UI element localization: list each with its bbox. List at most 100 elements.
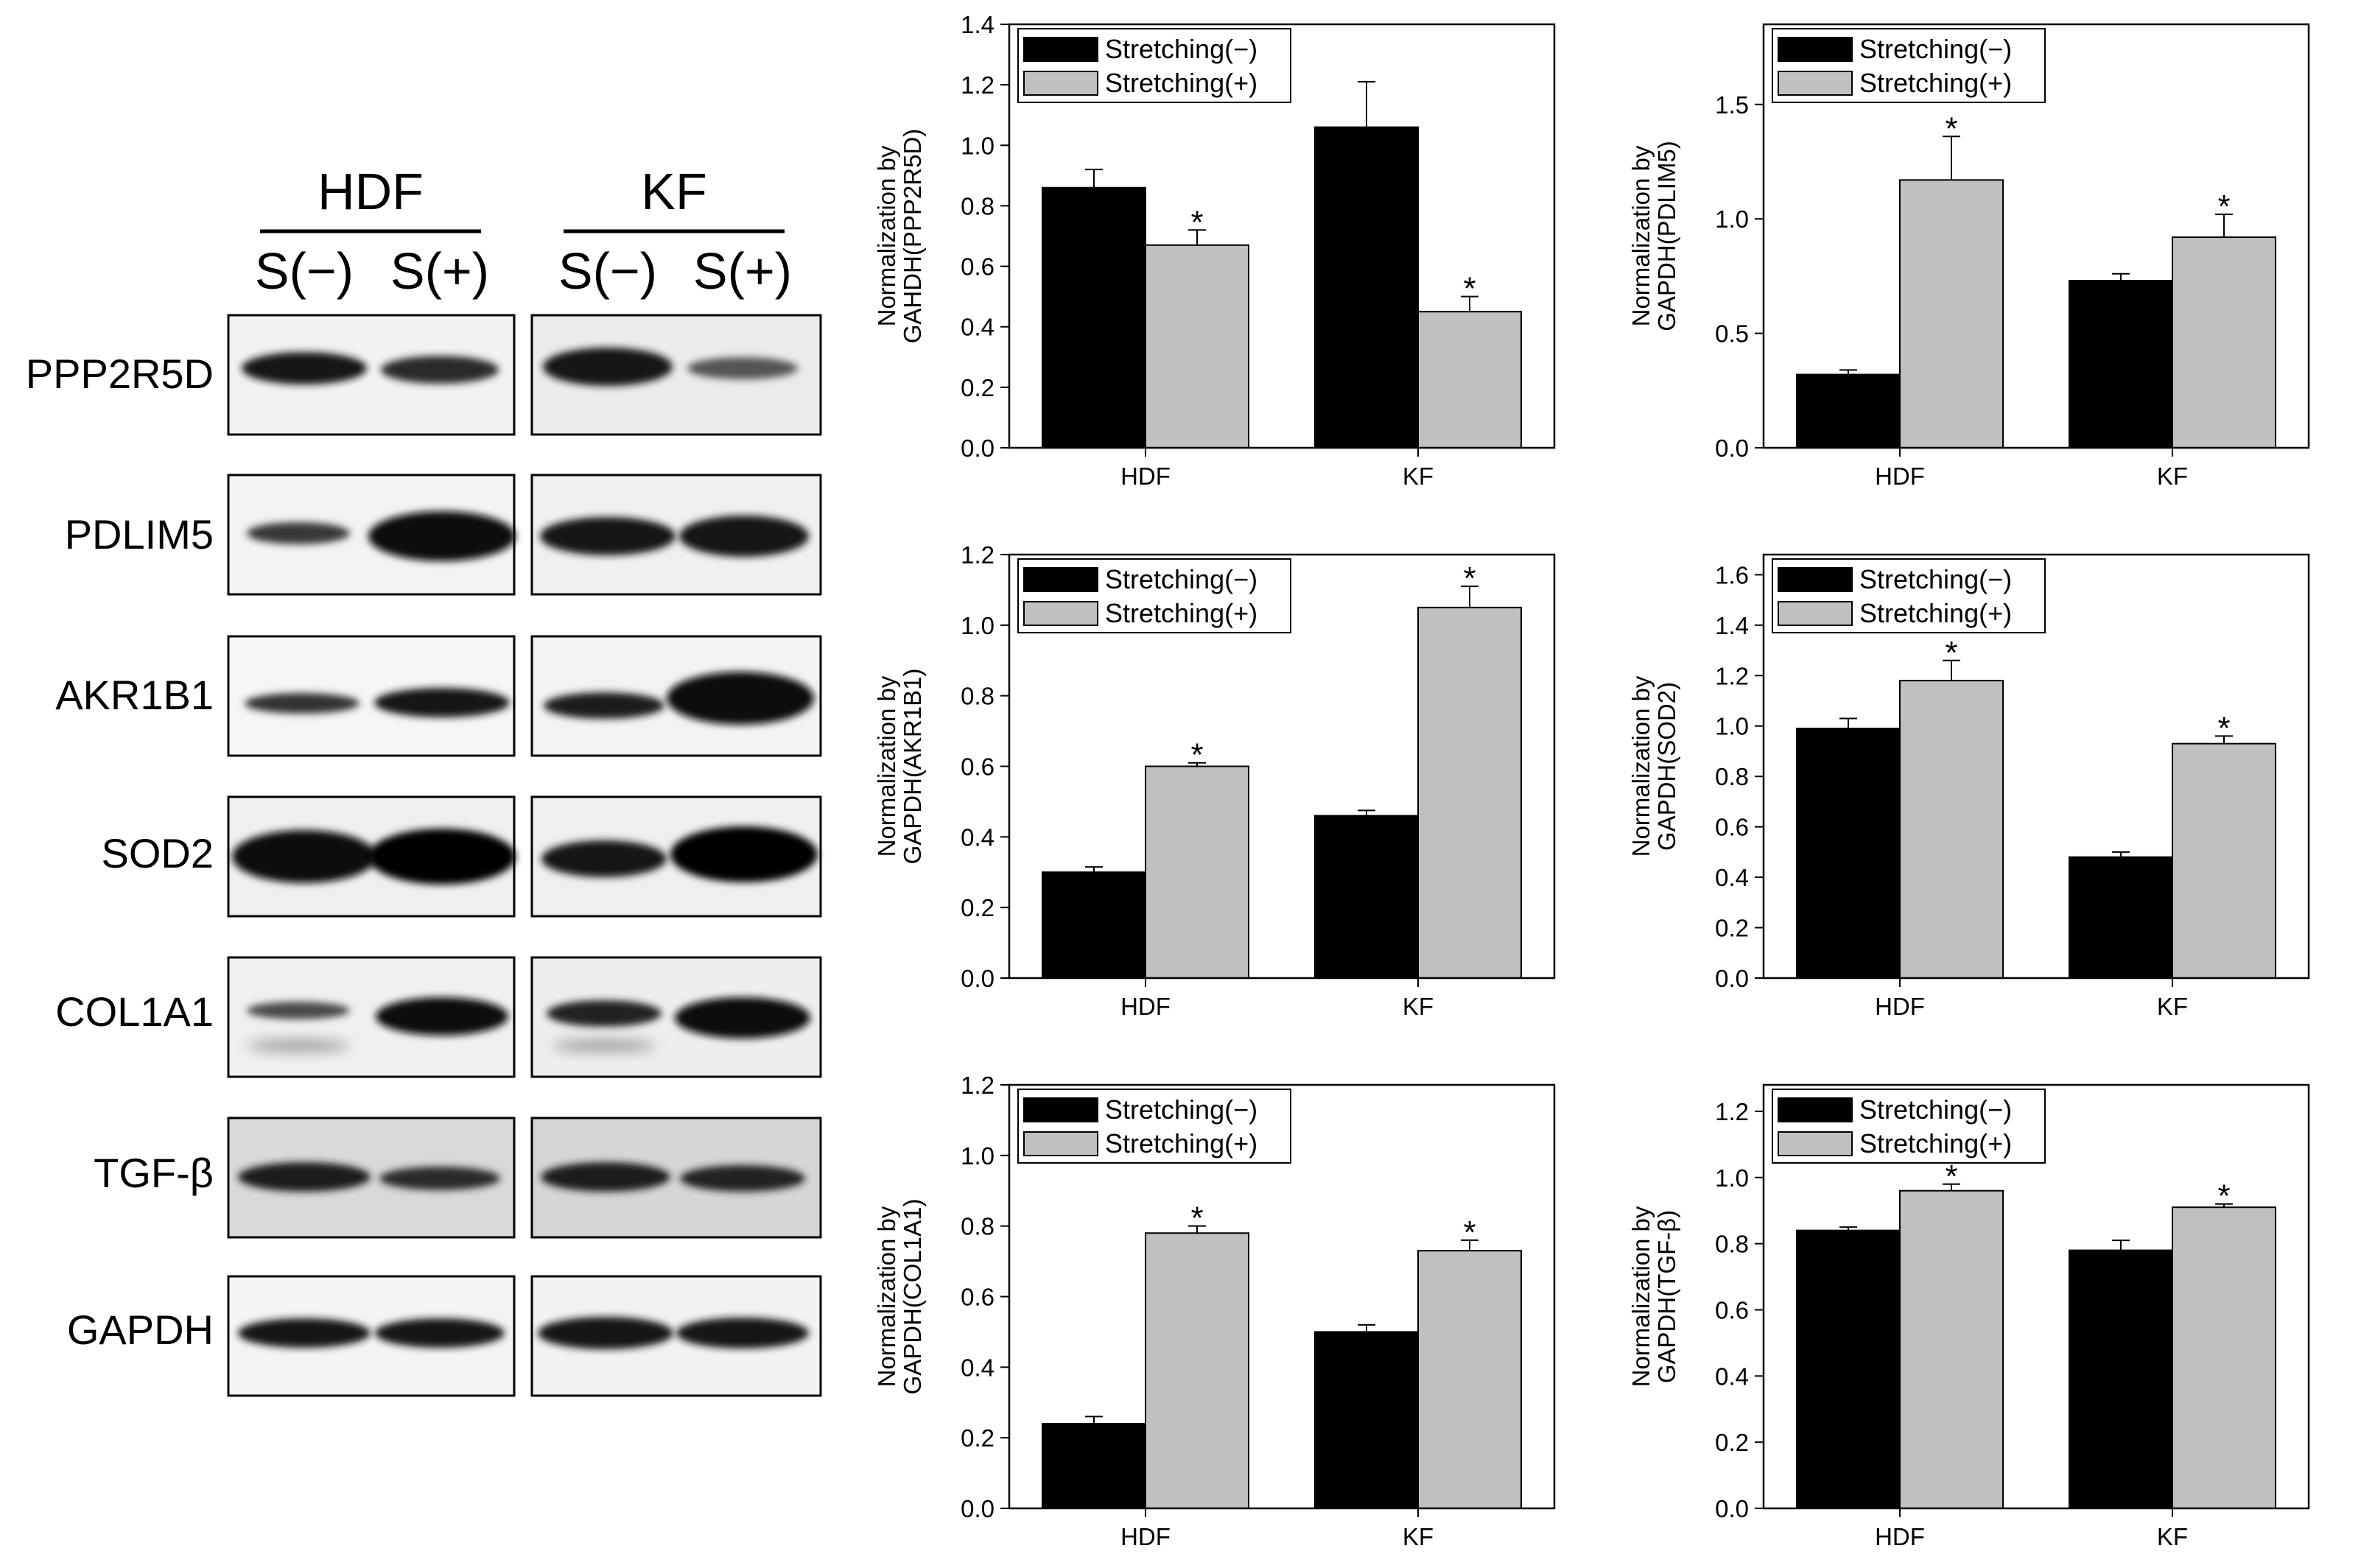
blot-protein-label-col1a1: COL1A1 [55,988,214,1035]
y-tick-label: 0.2 [1715,915,1749,942]
y-tick-label: 0.0 [961,965,994,992]
bar [1417,311,1522,449]
bar [1417,1250,1522,1509]
significance-marker: * [1945,635,1957,671]
plot-frame [1008,23,1556,449]
y-tick-label: 0.6 [961,1284,994,1311]
blot-band [242,352,367,384]
blot-group-label-kf: KF [641,163,706,220]
bar-chart-akr1b1: Normalization by GAPDH(AKR1B1) 0.0 0.2 0.4 0.… [862,530,1599,1046]
bar [1417,606,1522,979]
x-tick-label: KF [2157,993,2188,1020]
plot-frame [1762,553,2310,980]
blot-band [543,348,673,386]
blot-band [676,1318,809,1349]
bar-chart-sod2: Normalization by GAPDH(SOD2) 0.0 0.2 0.4 0.6 0… [1616,530,2353,1046]
blot-band [245,693,359,714]
y-tick-label: 1.4 [961,11,994,38]
blot-protein-label-pdlim5: PDLIM5 [65,511,214,558]
legend-label: Stretching(+) [1859,598,2012,628]
bar [1899,179,2004,449]
western-blot-panel: HDF KF S(−) S(+) S(−) S(+) PPP2R5D PDLIM… [26,163,822,1397]
bar [2069,1249,2173,1509]
bar [1899,1189,2004,1509]
y-tick-label: 0.8 [961,1213,994,1240]
blot-band [368,829,516,885]
blot-band [552,1040,656,1052]
y-tick-label: 0.8 [961,683,994,710]
y-tick-label: 1.2 [1715,662,1749,689]
y-tick-label: 0.2 [1715,1429,1749,1456]
legend-label: Stretching(+) [1105,1128,1257,1159]
y-axis-label: GAPDH(SOD2) [1653,682,1680,851]
bar [1042,186,1146,449]
legend-swatch [1778,1097,1853,1122]
y-tick-label: 0.0 [961,1495,994,1522]
x-tick-label: HDF [1875,1523,1925,1550]
plot-frame [1008,1083,1556,1510]
y-tick-label: 0.2 [961,894,994,921]
blot-band [687,357,798,379]
blot-band [374,688,510,717]
plot-frame [1762,23,2310,449]
y-tick-label: 1.6 [1715,561,1749,588]
y-tick-label: 1.2 [961,71,994,99]
blot-band [547,1000,662,1027]
y-tick-label: 0.0 [1715,965,1749,992]
legend-label: Stretching(−) [1105,1094,1257,1125]
y-tick-label: 0.4 [1715,864,1749,891]
bar [1145,244,1249,449]
legend-swatch [1023,37,1098,62]
legend-swatch [1778,567,1853,592]
blot-band [238,1318,371,1348]
y-tick-label: 1.0 [961,612,994,639]
bar-chart-ppp2r5d: Normalization by GAHDH(PPP2R5D) 0.0 0.2 0.4 0… [862,0,1599,516]
blot-protein-label-tgf-beta: TGF-β [94,1150,214,1196]
y-axis-label: GAHDH(PPP2R5D) [899,129,926,344]
blot-condition-label: S(+) [390,242,489,300]
y-tick-label: 1.2 [1715,1098,1749,1125]
y-axis-label: Normalization by [873,1206,900,1387]
y-tick-label: 1.0 [1715,713,1749,740]
significance-marker: * [1945,110,1957,147]
blot-group-label-hdf: HDF [318,163,424,220]
blot-protein-label-akr1b1: AKR1B1 [55,672,214,718]
y-tick-label: 1.5 [1715,91,1749,119]
significance-marker: * [1190,204,1203,240]
x-tick-label: HDF [1875,463,1925,490]
y-axis-label: Normalization by [873,145,900,326]
y-tick-label: 0.8 [1715,1231,1749,1258]
y-tick-label: 0.4 [961,1354,994,1381]
legend-label: Stretching(−) [1105,564,1257,594]
bar [1899,680,2004,979]
blot-band [376,997,508,1036]
bar [1314,815,1419,980]
y-tick-label: 1.4 [1715,612,1749,639]
y-tick-label: 0.4 [961,314,994,341]
significance-marker: * [1463,560,1476,597]
blot-band [232,830,376,883]
significance-marker: * [1463,271,1476,307]
blot-band [538,1317,673,1349]
bar [1042,1423,1146,1509]
y-tick-label: 0.0 [1715,1495,1749,1522]
y-axis-label: Normalization by [1627,675,1655,857]
blot-band [544,692,664,719]
legend-swatch [1023,1131,1098,1156]
legend-swatch [1023,71,1098,96]
bar [2069,280,2173,449]
legend-swatch [1778,1131,1853,1156]
bar [1145,765,1249,979]
y-tick-label: 1.2 [961,1072,994,1099]
blot-band [247,1040,350,1052]
legend-swatch [1778,37,1853,62]
y-axis-label: GAPDH(AKR1B1) [899,669,926,865]
significance-marker: * [1190,737,1203,773]
bar [2172,742,2276,979]
y-tick-label: 1.0 [1715,1164,1749,1192]
bar [1796,728,1901,979]
blot-band [247,522,350,544]
